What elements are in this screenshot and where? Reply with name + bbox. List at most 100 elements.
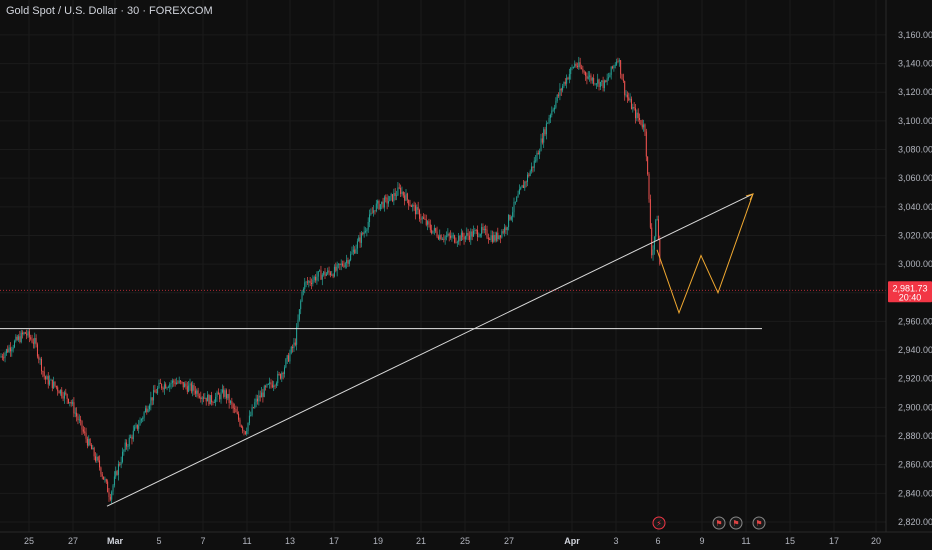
candle-body — [65, 392, 67, 395]
candle-body — [612, 66, 614, 69]
candle-body — [242, 427, 244, 431]
candle-body — [554, 107, 555, 110]
candle-body — [131, 436, 133, 440]
candle-body — [112, 485, 114, 492]
candle-body — [643, 124, 645, 128]
candle-body — [89, 438, 91, 445]
candle-body — [266, 384, 268, 387]
candle-body — [598, 79, 600, 87]
time-axis[interactable]: 25 27 Mar 5 7 11 13 17 19 21 25 27 Apr 3 6 9 11 15 17 20 — [24, 536, 881, 546]
candle-body — [603, 80, 605, 88]
candle-body — [597, 79, 599, 84]
candle-body — [329, 272, 331, 276]
candle-body — [101, 474, 103, 477]
candle-body — [159, 382, 161, 384]
candle-body — [527, 174, 528, 182]
candle-body — [213, 402, 215, 404]
candle-body — [311, 282, 312, 284]
candle-body — [238, 413, 240, 420]
candle-body — [373, 210, 375, 213]
candle-body — [586, 75, 588, 79]
candle-body — [359, 237, 361, 243]
candle-body — [409, 205, 411, 207]
time-tick-label: 13 — [285, 536, 295, 546]
candle-body — [348, 260, 350, 264]
candle-body — [629, 98, 631, 101]
candle-body — [455, 242, 457, 244]
candle-body — [7, 349, 9, 353]
time-tick-label: 17 — [829, 536, 839, 546]
candle-body — [205, 397, 207, 402]
candle-body — [504, 227, 506, 233]
price-tick-label: 3,020.00 — [898, 230, 932, 240]
candle-body — [490, 235, 492, 240]
candle-body — [427, 221, 429, 225]
candle-body — [128, 437, 130, 447]
candle-body — [414, 205, 416, 215]
candle-body — [219, 394, 221, 400]
time-tick-label: Mar — [107, 536, 124, 546]
candle-body — [157, 388, 159, 394]
drawing-lines[interactable] — [0, 193, 886, 507]
candle-body — [104, 479, 106, 481]
candle-body — [23, 332, 25, 335]
candle-body — [209, 395, 211, 405]
event-markers: ⚡ ⚑ ⚑ ⚑ — [652, 516, 766, 530]
candle-body — [473, 230, 474, 237]
candle-body — [572, 67, 574, 68]
candle-body — [313, 276, 315, 280]
candle-body — [178, 380, 180, 383]
candle-body — [387, 201, 389, 204]
candle-body — [279, 374, 281, 379]
candle-body — [122, 451, 123, 462]
candle-body — [234, 408, 236, 410]
candle-body — [12, 347, 14, 350]
candle-body — [547, 122, 549, 124]
candle-body — [458, 235, 460, 242]
candle-body — [273, 385, 275, 388]
candle-body — [508, 215, 510, 228]
candle-body — [560, 88, 562, 91]
candle-body — [497, 232, 499, 240]
price-tick-label: 2,860.00 — [898, 460, 932, 470]
candle-body — [402, 191, 404, 196]
time-tick-label: 25 — [460, 536, 470, 546]
candle-body — [212, 402, 214, 403]
candle-body — [579, 62, 581, 68]
candle-body — [439, 235, 441, 240]
time-tick-label: 11 — [242, 536, 251, 546]
candle-body — [301, 291, 303, 302]
candle-body — [252, 407, 254, 409]
candle-body — [9, 347, 11, 352]
candle-body — [277, 373, 279, 384]
lightning-icon-ring — [652, 516, 666, 530]
candle-body — [533, 160, 535, 168]
candle-body — [622, 79, 624, 82]
candle-body — [478, 236, 480, 238]
candle-body — [190, 383, 192, 392]
candle-body — [616, 61, 618, 65]
candle-body — [513, 201, 515, 213]
candle-body — [500, 235, 501, 238]
candle-body — [81, 420, 83, 430]
candle-body — [350, 254, 352, 261]
candle-body — [63, 392, 65, 399]
candle-body — [456, 241, 458, 243]
time-tick-label: 27 — [504, 536, 514, 546]
candle-body — [346, 260, 348, 263]
candle-body — [474, 229, 476, 231]
candle-body — [517, 194, 519, 198]
candle-body — [215, 396, 217, 403]
candle-body — [80, 419, 82, 421]
candle-body — [647, 156, 649, 175]
ascending-trendline — [106, 193, 754, 507]
candle-body — [184, 383, 186, 388]
candle-body — [396, 195, 398, 197]
candle-body — [375, 203, 377, 212]
candle-body — [185, 383, 187, 387]
time-tick-label: 7 — [200, 536, 205, 546]
candle-body — [639, 117, 641, 120]
candle-body — [520, 187, 522, 190]
candle-body — [343, 265, 345, 267]
